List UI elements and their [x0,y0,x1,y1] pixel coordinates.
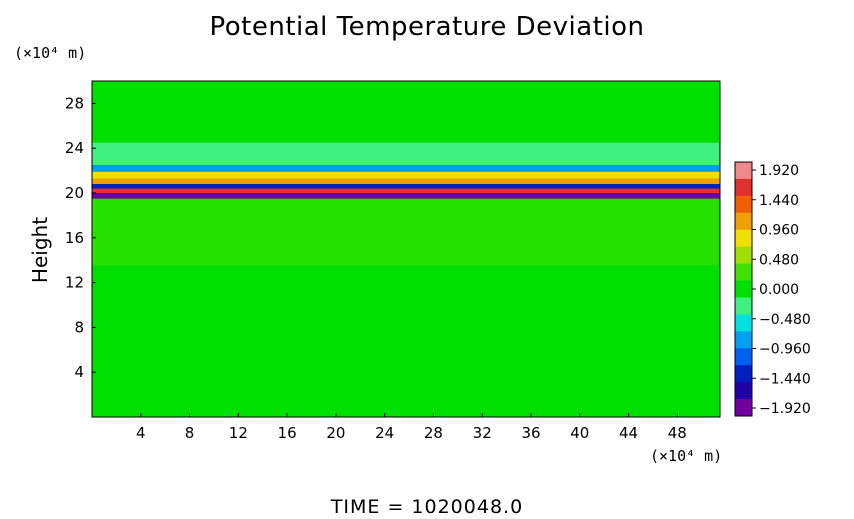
field-band [92,198,720,266]
colorbar-segment [735,246,752,265]
colorbar-segment [735,314,752,332]
y-tick-label: 12 [65,274,84,292]
x-axis-ticks: 4 8 12 16 20 24 28 32 36 40 44 48 [136,413,687,442]
y-tick-label: 8 [74,318,84,336]
x-tick-label: 48 [668,424,687,442]
time-label: TIME = 1020048.0 [330,496,524,518]
x-axis-unit: (×10⁴ m) [650,447,723,465]
field-band [92,171,720,179]
field-band [92,165,720,172]
colorbar-segment [735,297,752,315]
x-tick-label: 12 [229,424,248,442]
colorbar-segment [735,280,752,298]
y-tick-label: 28 [65,94,84,112]
field-band [92,193,720,199]
colorbar-tick-label: 1.920 [759,163,799,179]
x-tick-label: 20 [326,424,345,442]
colorbar-tick-label: 0.000 [759,282,799,298]
colorbar-segment [735,229,752,248]
colorbar-segment [735,263,752,282]
field-band [92,188,720,193]
colorbar-segment [735,365,752,383]
colorbar-tick-label: −0.480 [759,312,811,328]
x-tick-label: 32 [473,424,492,442]
x-tick-label: 44 [619,424,638,442]
colorbar-tick-label: 0.480 [759,252,799,268]
x-tick-label: 4 [136,424,146,442]
colorbar-tick-label: −0.960 [759,342,811,358]
x-tick-label: 8 [185,424,195,442]
field-band [92,142,720,165]
colorbar-segment [735,331,752,349]
colorbar-segment [735,195,752,214]
y-axis-unit: (×10⁴ m) [14,44,87,62]
plot-area [91,80,721,418]
colorbar: 1.920 1.440 0.960 0.480 0.000 −0.480 −0.960 −1.… [734,161,811,417]
chart-title: Potential Temperature Deviation [209,12,645,42]
x-tick-label: 36 [521,424,540,442]
colorbar-segment [735,382,752,400]
colorbar-segment [735,399,752,417]
colorbar-tick-label: −1.440 [759,371,811,387]
colorbar-segment [735,162,752,180]
field-band [92,178,720,185]
colorbar-segment [735,348,752,366]
colorbar-segment [735,178,752,197]
plot-frame [91,80,721,418]
y-tick-label: 4 [74,363,84,381]
x-tick-label: 40 [570,424,589,442]
x-tick-label: 16 [278,424,297,442]
y-tick-label: 16 [65,229,84,247]
y-tick-label: 20 [65,184,84,202]
x-tick-label: 28 [424,424,443,442]
colorbar-tick-label: 0.960 [759,223,799,239]
colorbar-tick-label: 1.440 [759,193,799,209]
y-tick-label: 24 [65,139,84,157]
colorbar-tick-label: −1.920 [759,401,811,417]
field-band [92,184,720,189]
y-axis-ticks: 4 8 12 16 20 24 28 [65,94,96,381]
x-tick-label: 24 [375,424,394,442]
colorbar-segment [735,212,752,231]
field-band [92,81,720,143]
